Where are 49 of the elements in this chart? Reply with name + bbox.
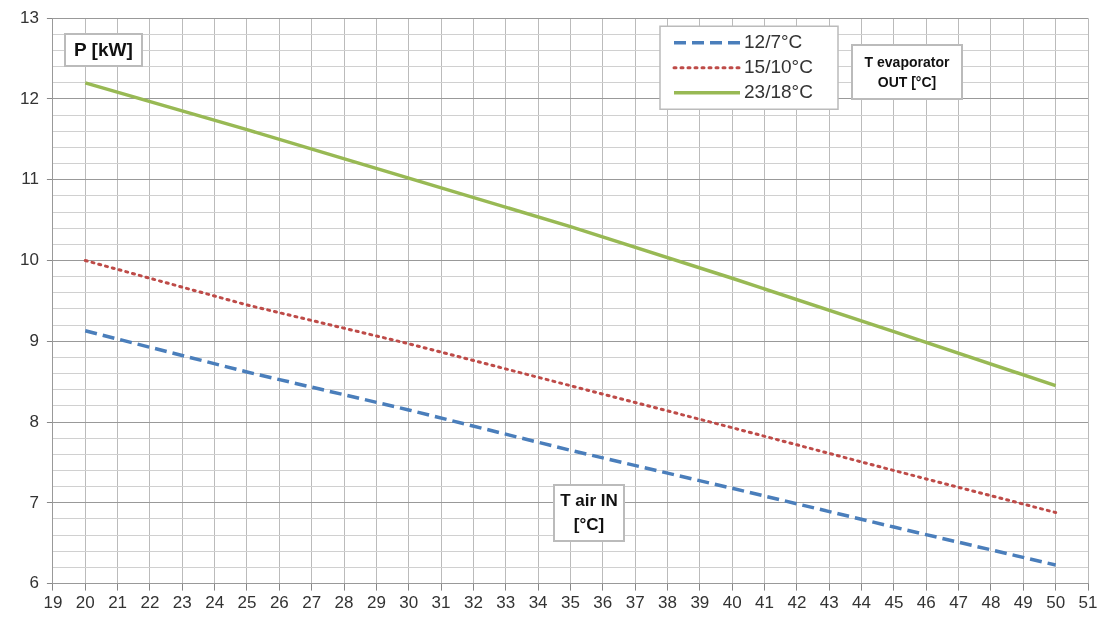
x-tick-label: 19 [43, 593, 63, 613]
x-tick-label: 47 [949, 593, 969, 613]
x-tick-label: 44 [852, 593, 872, 613]
x-tick-label: 39 [690, 593, 710, 613]
x-tick-label: 45 [884, 593, 904, 613]
x-tick-label: 36 [593, 593, 613, 613]
x-tick-label: 32 [463, 593, 483, 613]
x-tick-label: 41 [755, 593, 774, 613]
y-tick-label: 10 [19, 250, 39, 270]
y-tick-label: 6 [29, 573, 39, 593]
x-tick-label: 29 [366, 593, 386, 613]
x-tick-label: 48 [981, 593, 1001, 613]
x-tick-label: 37 [625, 593, 645, 613]
y-tick-label: 9 [29, 330, 39, 350]
legend-label: 23/18°C [744, 80, 813, 102]
x-tick-label: 25 [237, 593, 257, 613]
x-tick-label: 21 [108, 593, 128, 613]
x-tick-label: 51 [1078, 593, 1098, 613]
y-tick-label: 13 [19, 7, 39, 27]
legend-label: 15/10°C [744, 55, 813, 77]
y-axis-title: P [kW] [64, 33, 143, 67]
line-series [83, 329, 1058, 567]
x-tick-label: 49 [1013, 593, 1033, 613]
x-tick-label: 34 [528, 593, 548, 613]
legend-title: T evaporator OUT [°C] [851, 44, 963, 100]
x-tick-label: 20 [75, 593, 95, 613]
x-tick-label: 28 [334, 593, 354, 613]
x-tick-label: 38 [658, 593, 677, 613]
x-tick-label: 50 [1046, 593, 1066, 613]
x-tick-label: 22 [140, 593, 160, 613]
x-axis-title: T air IN [°C] [553, 484, 625, 542]
x-tick-label: 35 [560, 593, 580, 613]
x-tick-label: 46 [916, 593, 936, 613]
x-tick-label: 23 [172, 593, 192, 613]
x-tick-label: 24 [205, 593, 225, 613]
x-tick-label: 26 [269, 593, 289, 613]
y-tick-label: 12 [19, 88, 39, 108]
x-tick-label: 43 [819, 593, 839, 613]
line-series [83, 259, 1058, 515]
y-tick-label: 8 [29, 411, 39, 431]
y-tick-label: 7 [29, 492, 39, 512]
x-tick-label: 33 [496, 593, 516, 613]
legend-label: 12/7°C [744, 30, 803, 52]
x-tick-label: 30 [399, 593, 419, 613]
x-tick-label: 42 [787, 593, 807, 613]
x-tick-label: 27 [302, 593, 322, 613]
y-tick-label: 11 [21, 169, 39, 189]
x-tick-label: 31 [431, 593, 451, 613]
x-tick-label: 40 [722, 593, 742, 613]
